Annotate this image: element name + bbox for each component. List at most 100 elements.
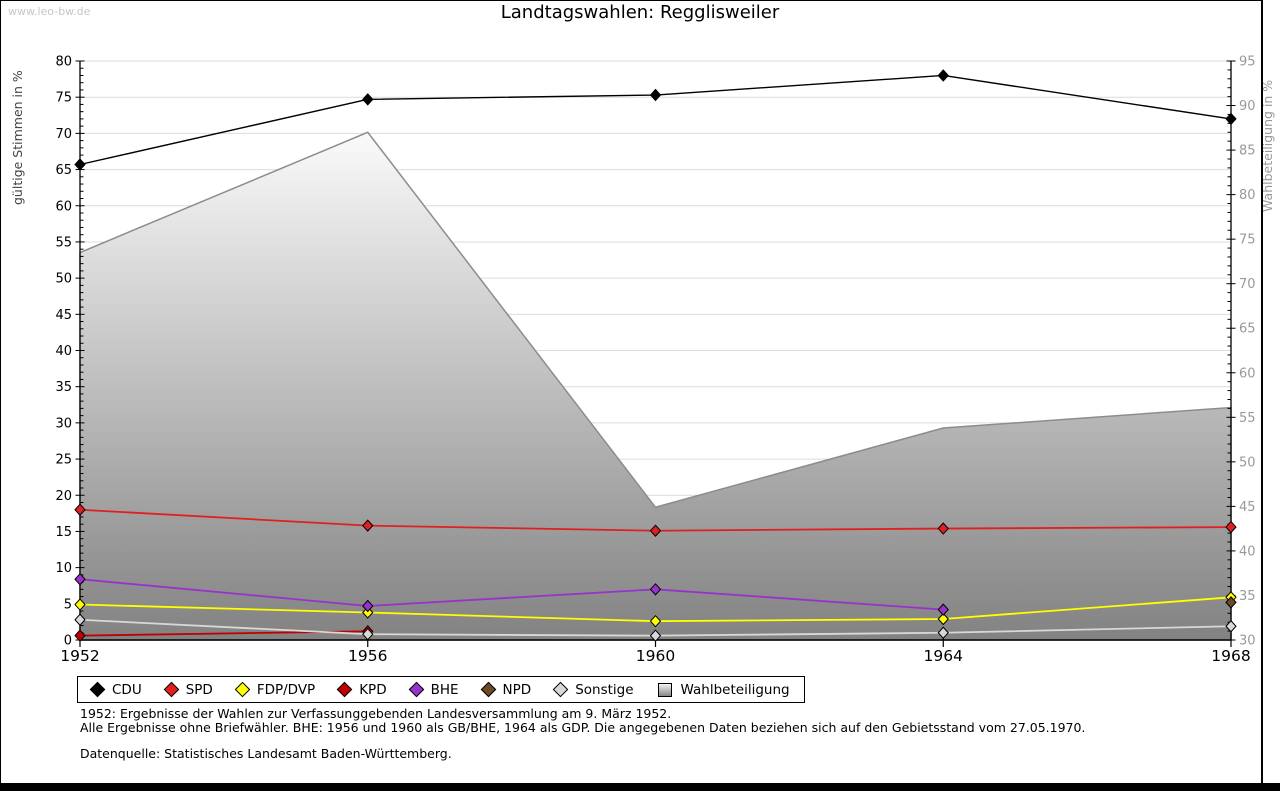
y-left-tick-label: 40 — [55, 344, 72, 359]
y-left-tick-label: 15 — [55, 525, 72, 540]
data-point-cdu — [1225, 112, 1237, 126]
x-tick-label: 1968 — [1211, 647, 1250, 665]
wahlbeteiligung-area — [79, 131, 1232, 641]
y-right-tick-label: 60 — [1239, 366, 1256, 381]
data-point-cdu — [362, 93, 374, 106]
y-left-tick-label: 75 — [55, 91, 72, 106]
data-point-sonstige — [649, 629, 662, 642]
data-point-sonstige — [74, 613, 86, 626]
legend-item-bhe: BHE — [408, 681, 459, 698]
y-left-tick-label: 5 — [64, 597, 72, 612]
data-point-cdu — [649, 88, 662, 102]
legend-diamond-marker — [336, 681, 353, 698]
data-point-bhe — [649, 583, 662, 596]
y-left-tick-label: 70 — [55, 127, 72, 142]
y-right-tick-label: 35 — [1239, 589, 1256, 604]
data-point-spd — [74, 503, 86, 516]
y-right-tick-label: 40 — [1239, 544, 1256, 559]
y-right-tick-label: 65 — [1239, 322, 1256, 337]
data-point-cdu — [937, 69, 949, 82]
data-point-bhe — [74, 572, 86, 586]
chart-title: Landtagswahlen: Regglisweiler — [500, 2, 780, 23]
y-left-tick-label: 30 — [55, 416, 72, 431]
legend-diamond-marker — [234, 681, 251, 698]
data-point-sonstige — [1225, 620, 1237, 633]
legend-diamond-marker — [89, 681, 106, 698]
y-left-tick-label: 0 — [64, 634, 72, 649]
data-point-npd — [1225, 596, 1237, 609]
legend-item-npd: NPD — [480, 681, 532, 698]
chart-canvas: 0 5 10 15 20 25 30 35 40 45 50 55 60 65 70 75 80 30 35 40 45… — [10, 55, 1275, 666]
legend-item-cdu: CDU — [89, 681, 142, 698]
y-right-tick-label: 50 — [1239, 455, 1256, 470]
legend-label: CDU — [112, 681, 142, 698]
y-right-tick-label: 70 — [1239, 277, 1256, 292]
footnote-line-2: Alle Ergebnisse ohne Briefwähler. BHE: 1… — [80, 720, 1086, 735]
y-left-tick-label: 60 — [55, 199, 72, 214]
legend-diamond-marker — [163, 681, 179, 698]
legend-item-sonstige: Sonstige — [552, 681, 634, 698]
y-left-tick-label: 65 — [55, 163, 72, 178]
y-axis-left-title: gültige Stimmen in % — [10, 70, 25, 205]
y-left-tick-label: 10 — [55, 561, 72, 576]
data-point-spd — [937, 522, 949, 535]
y-right-tick-label: 30 — [1239, 634, 1256, 649]
data-point-spd — [649, 524, 662, 537]
legend-diamond-marker — [408, 681, 424, 698]
y-left-tick-label: 55 — [55, 235, 72, 250]
legend-item-wahlbeteiligung: Wahlbeteiligung — [657, 681, 790, 698]
y-left-tick-label: 50 — [55, 272, 72, 287]
y-right-tick-label: 85 — [1239, 144, 1256, 159]
data-point-kpd — [74, 629, 86, 642]
y-left-tick-label: 80 — [55, 55, 72, 70]
y-right-tick-label: 45 — [1239, 500, 1256, 515]
data-point-sonstige — [362, 627, 374, 641]
legend-area-swatch — [657, 682, 672, 697]
data-point-spd — [1225, 520, 1237, 534]
y-right-tick-label: 90 — [1239, 99, 1256, 114]
data-point-fdp-dvp — [362, 606, 374, 619]
footnote-source: Datenquelle: Statistisches Landesamt Bad… — [80, 746, 452, 761]
x-tick-label: 1960 — [636, 647, 675, 665]
legend-label: BHE — [430, 681, 459, 698]
legend-label: Wahlbeteiligung — [680, 681, 790, 698]
y-left-tick-label: 35 — [55, 380, 72, 395]
legend-diamond-marker — [552, 681, 569, 698]
y-right-tick-label: 55 — [1239, 411, 1256, 426]
y-right-tick-label: 80 — [1239, 188, 1256, 203]
series-line-bhe — [79, 578, 944, 611]
y-axis-right-title: Wahlbeteiligung in % — [1260, 80, 1275, 212]
data-point-fdp-dvp — [937, 612, 949, 626]
y-left-tick-label: 25 — [55, 453, 72, 468]
x-tick-label: 1964 — [924, 647, 963, 665]
data-point-bhe — [362, 599, 374, 613]
data-point-sonstige — [937, 626, 949, 640]
legend-label: Sonstige — [575, 681, 634, 698]
legend-label: NPD — [502, 681, 532, 698]
legend-label: SPD — [185, 681, 213, 698]
y-right-tick-label: 75 — [1239, 233, 1256, 248]
data-point-cdu — [74, 158, 86, 171]
x-tick-label: 1952 — [60, 647, 99, 665]
data-point-bhe — [937, 603, 949, 616]
legend-label: KPD — [359, 681, 387, 698]
legend-item-kpd: KPD — [336, 681, 387, 698]
watermark: www.leo-bw.de — [8, 5, 91, 18]
y-right-tick-label: 95 — [1239, 55, 1256, 70]
page-bottom-bar — [0, 783, 1280, 791]
data-point-spd — [362, 519, 374, 532]
series-bhe — [79, 578, 944, 611]
x-tick-label: 1956 — [348, 647, 387, 665]
footnote-line-1: 1952: Ergebnisse der Wahlen zur Verfassu… — [80, 706, 672, 721]
data-point-markers — [74, 69, 1237, 642]
y-left-tick-label: 45 — [55, 308, 72, 323]
data-point-fdp-dvp — [74, 598, 86, 611]
legend-diamond-marker — [480, 681, 496, 698]
chart-legend: CDU SPD FDP/DVP KPD BHE NPD Sonstige Wahlbeteil… — [77, 676, 805, 703]
legend-item-spd: SPD — [163, 681, 213, 698]
data-point-fdp-dvp — [649, 614, 662, 628]
legend-item-fdp-dvp: FDP/DVP — [234, 681, 316, 698]
y-left-tick-label: 20 — [55, 489, 72, 504]
legend-label: FDP/DVP — [256, 681, 316, 698]
